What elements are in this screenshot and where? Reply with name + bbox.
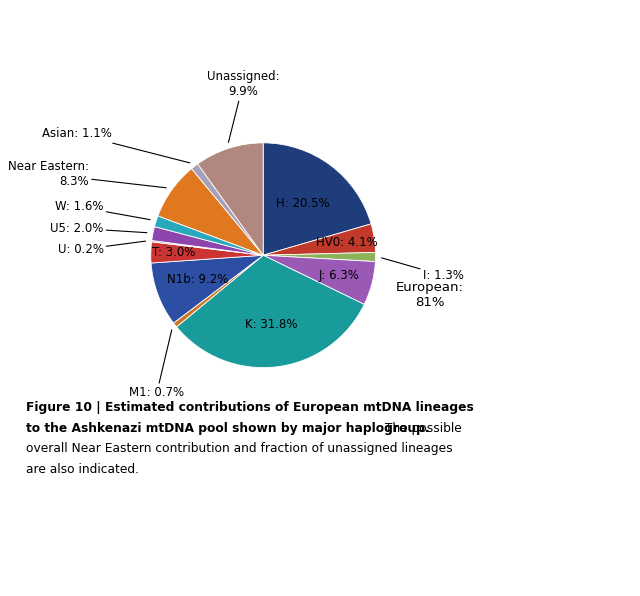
Text: Figure 10 | Estimated contributions of European mtDNA lineages: Figure 10 | Estimated contributions of E… [26,401,474,414]
Text: T: 3.0%: T: 3.0% [152,247,195,259]
Text: H: 20.5%: H: 20.5% [275,197,329,210]
Wedge shape [263,224,376,255]
Text: W: 1.6%: W: 1.6% [55,200,150,220]
Wedge shape [263,253,376,262]
Wedge shape [173,255,263,327]
Wedge shape [158,169,263,255]
Wedge shape [152,240,263,255]
Text: HV0: 4.1%: HV0: 4.1% [316,236,378,249]
Text: M1: 0.7%: M1: 0.7% [129,330,184,399]
Wedge shape [152,226,263,255]
Wedge shape [191,164,263,255]
Wedge shape [151,242,263,263]
Text: Asian: 1.1%: Asian: 1.1% [42,128,190,163]
Wedge shape [263,143,371,255]
Text: K: 31.8%: K: 31.8% [245,318,298,331]
Text: U5: 2.0%: U5: 2.0% [50,222,147,235]
Text: Unassigned:
9.9%: Unassigned: 9.9% [207,70,279,142]
Wedge shape [154,216,263,255]
Wedge shape [198,143,263,255]
Wedge shape [151,255,263,323]
Text: N1b: 9.2%: N1b: 9.2% [167,273,228,286]
Text: are also indicated.: are also indicated. [26,462,139,476]
Text: J: 6.3%: J: 6.3% [319,269,360,281]
Wedge shape [177,255,364,368]
Text: overall Near Eastern contribution and fraction of unassigned lineages: overall Near Eastern contribution and fr… [26,442,452,455]
Text: European:
81%: European: 81% [396,281,463,309]
Text: Near Eastern:
8.3%: Near Eastern: 8.3% [8,160,166,188]
Text: The possible: The possible [381,422,461,435]
Text: to the Ashkenazi mtDNA pool shown by major haplogroup.: to the Ashkenazi mtDNA pool shown by maj… [26,422,429,435]
Text: U: 0.2%: U: 0.2% [58,241,145,256]
Wedge shape [263,255,376,305]
Text: I: 1.3%: I: 1.3% [381,258,463,282]
